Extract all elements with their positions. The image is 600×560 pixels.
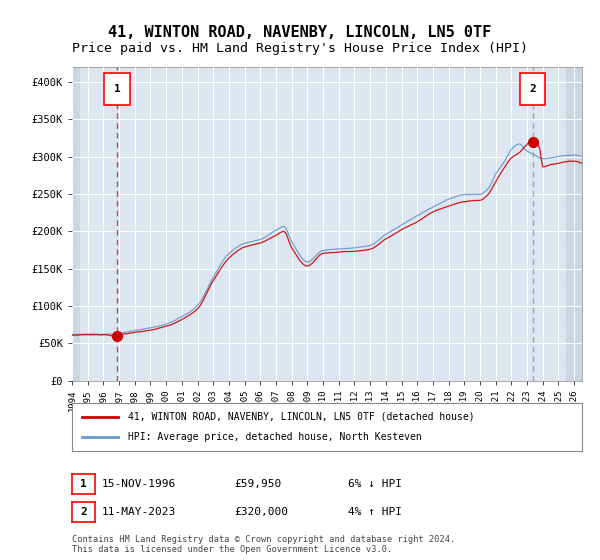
Text: £59,950: £59,950 xyxy=(234,479,281,489)
Text: 15-NOV-1996: 15-NOV-1996 xyxy=(102,479,176,489)
FancyBboxPatch shape xyxy=(104,73,130,105)
Text: Contains HM Land Registry data © Crown copyright and database right 2024.
This d: Contains HM Land Registry data © Crown c… xyxy=(72,535,455,554)
Text: HPI: Average price, detached house, North Kesteven: HPI: Average price, detached house, Nort… xyxy=(128,432,422,442)
Text: Price paid vs. HM Land Registry's House Price Index (HPI): Price paid vs. HM Land Registry's House … xyxy=(72,42,528,55)
Text: 4% ↑ HPI: 4% ↑ HPI xyxy=(348,507,402,517)
Text: 11-MAY-2023: 11-MAY-2023 xyxy=(102,507,176,517)
Text: 2: 2 xyxy=(529,84,536,94)
FancyBboxPatch shape xyxy=(520,73,545,105)
Text: 6% ↓ HPI: 6% ↓ HPI xyxy=(348,479,402,489)
Text: £320,000: £320,000 xyxy=(234,507,288,517)
Text: 41, WINTON ROAD, NAVENBY, LINCOLN, LN5 0TF (detached house): 41, WINTON ROAD, NAVENBY, LINCOLN, LN5 0… xyxy=(128,412,475,422)
Text: 1: 1 xyxy=(80,479,87,489)
Text: 1: 1 xyxy=(114,84,121,94)
Text: 2: 2 xyxy=(80,507,87,517)
Text: 41, WINTON ROAD, NAVENBY, LINCOLN, LN5 0TF: 41, WINTON ROAD, NAVENBY, LINCOLN, LN5 0… xyxy=(109,25,491,40)
